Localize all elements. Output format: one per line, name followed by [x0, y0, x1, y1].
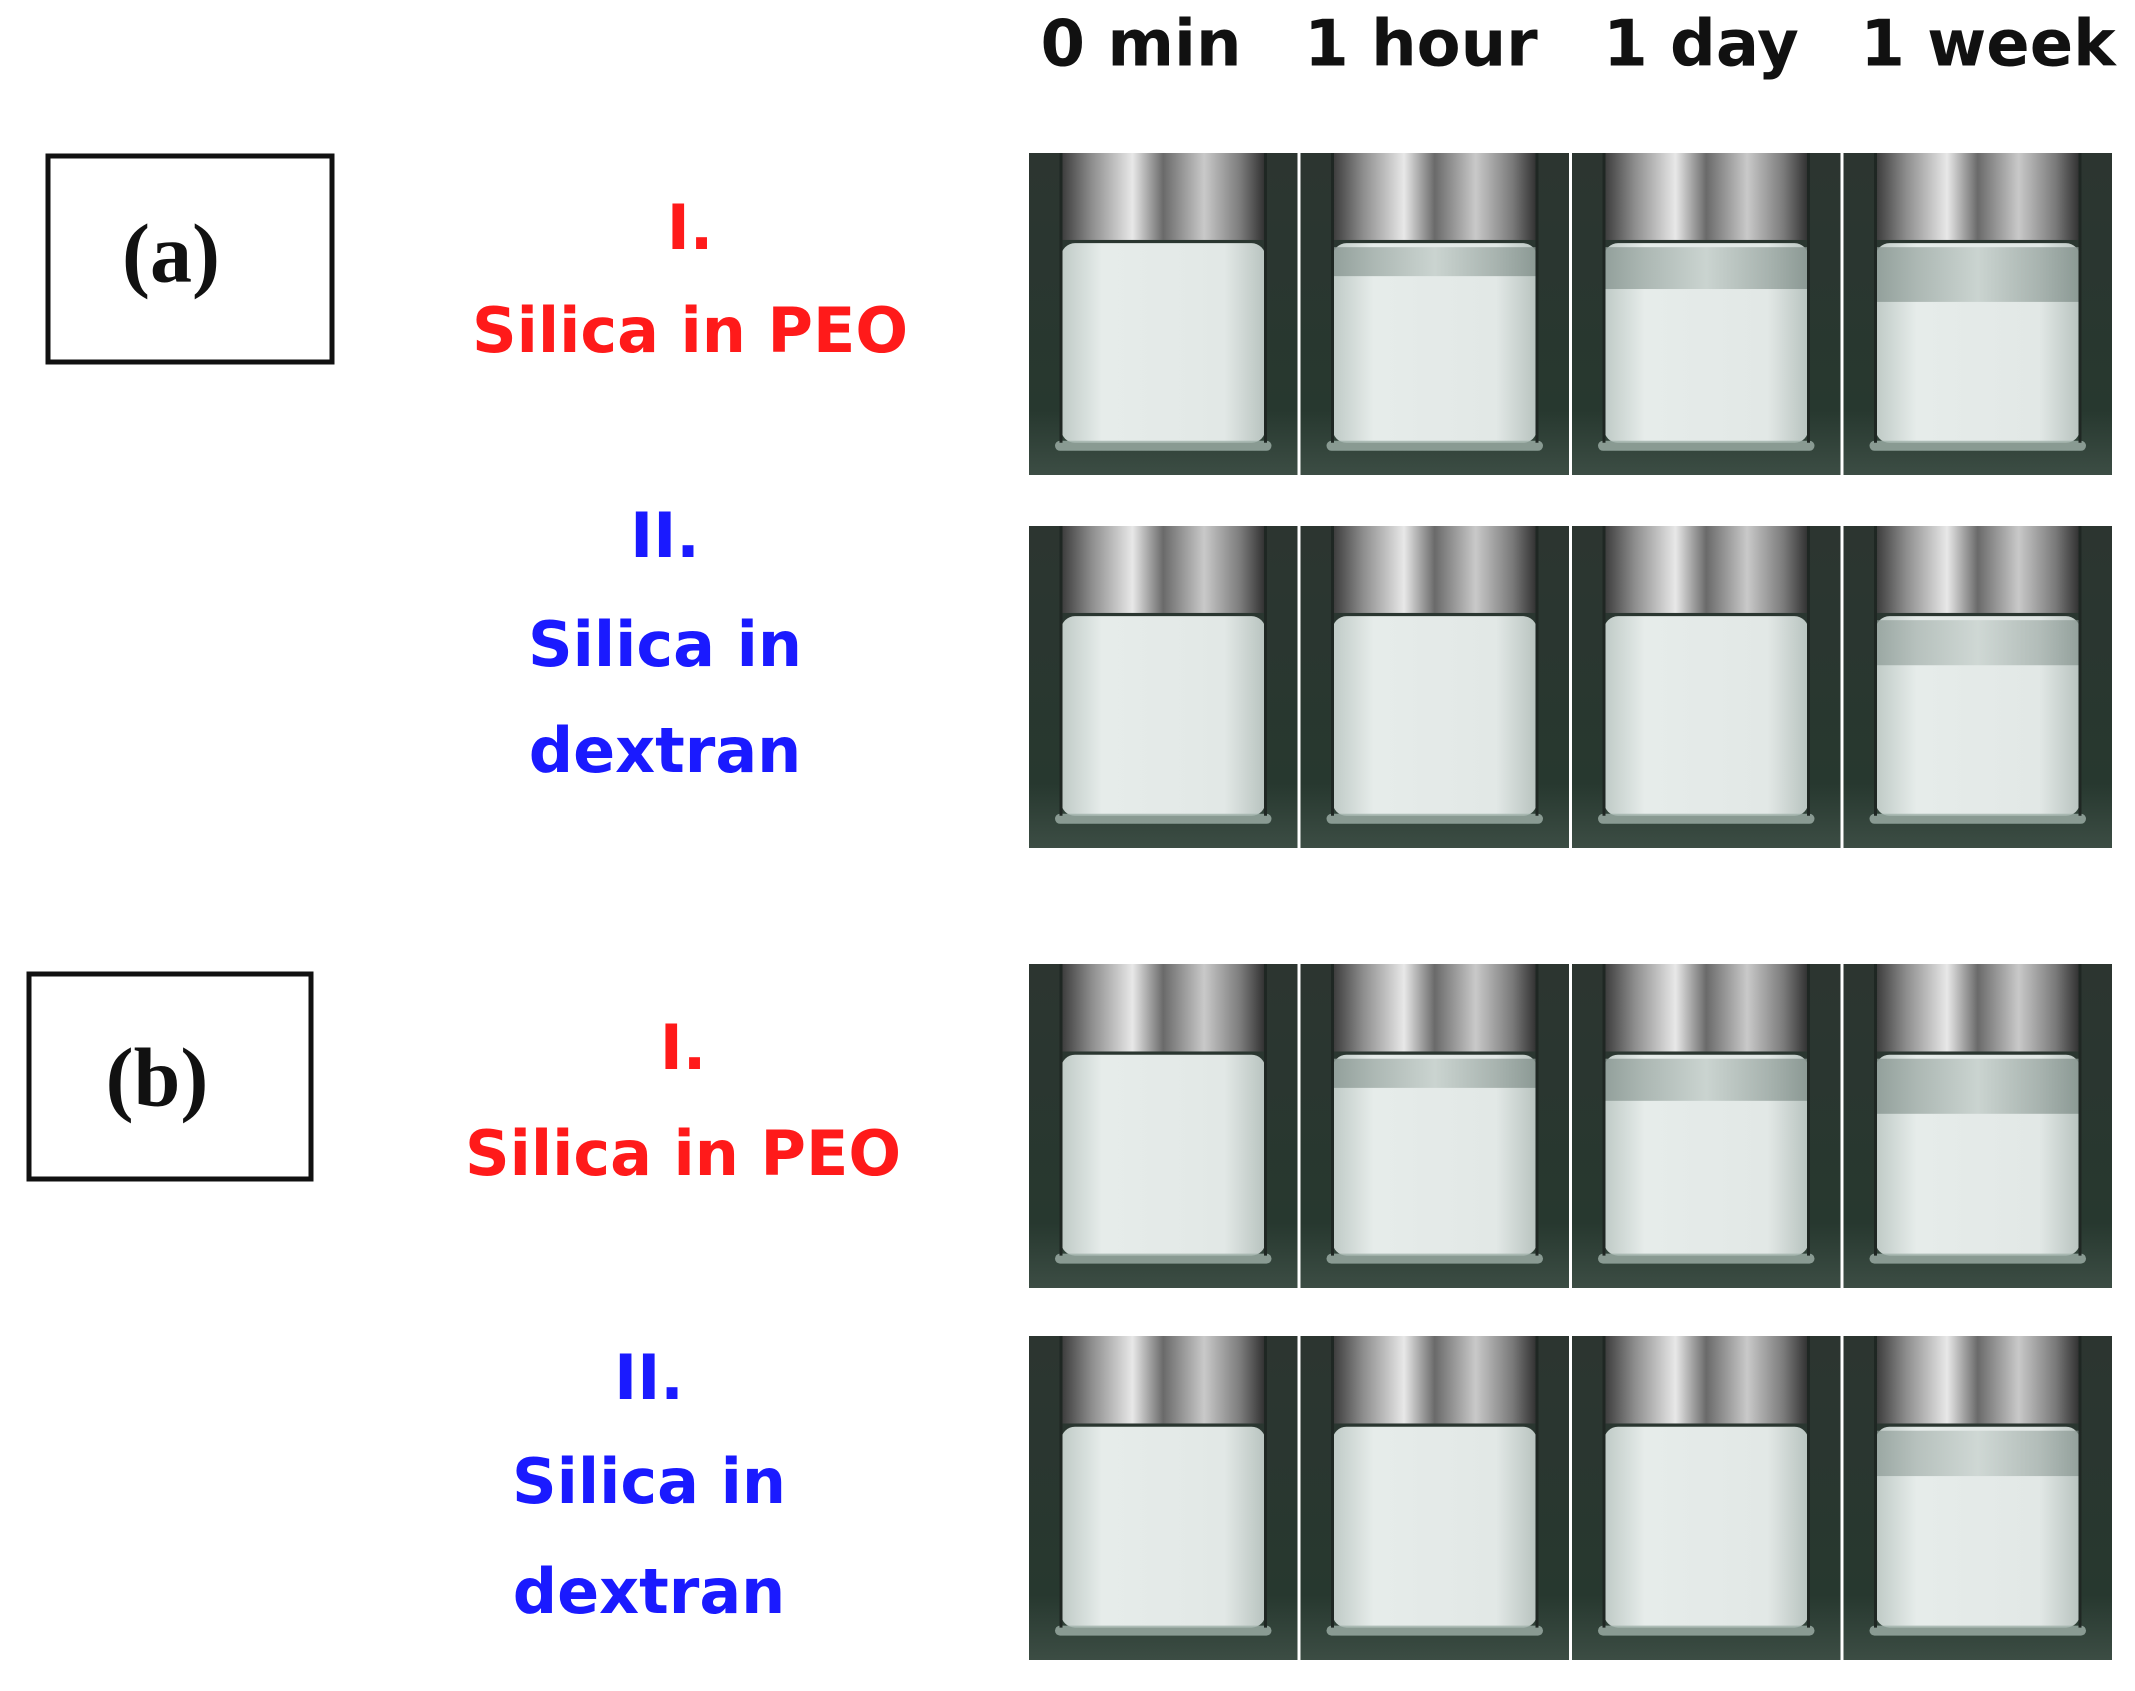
row-label: Silica in	[528, 608, 802, 681]
vial-base	[1055, 1253, 1272, 1264]
vial-liquid	[1332, 1054, 1537, 1256]
clear-layer	[1604, 247, 1809, 290]
vial-liquid	[1604, 243, 1809, 443]
vial-base	[1869, 1253, 2086, 1264]
vial-base	[1055, 1625, 1272, 1636]
row-label: Silica in PEO	[472, 294, 908, 367]
row-numeral: I.	[660, 1011, 707, 1084]
vial-cap	[1061, 153, 1266, 240]
clear-layer	[1604, 1058, 1809, 1101]
vial-cap	[1332, 153, 1537, 240]
vial-base	[1869, 440, 2086, 451]
vial-liquid	[1332, 243, 1537, 443]
panel-box	[45, 153, 335, 365]
vial-liquid	[1061, 1426, 1266, 1628]
vial-photos	[1029, 153, 2112, 1660]
column-header: 0 min	[1041, 8, 1242, 82]
row-label: dextran	[513, 1555, 786, 1628]
vial-liquid	[1061, 616, 1266, 816]
vial-base	[1055, 440, 1272, 451]
clear-layer	[1875, 1058, 2080, 1114]
vial-base	[1598, 1253, 1815, 1264]
vial-cap	[1604, 526, 1809, 613]
vial-base	[1869, 1625, 2086, 1636]
vial-cap	[1875, 526, 2080, 613]
vial-liquid	[1604, 616, 1809, 816]
vial-liquid	[1604, 1054, 1809, 1256]
vial-base	[1598, 440, 1815, 451]
clear-layer	[1875, 620, 2080, 666]
column-header: 1 week	[1860, 8, 2117, 82]
vial-cap	[1061, 964, 1266, 1052]
vial-liquid	[1875, 616, 2080, 816]
vial-base	[1598, 1625, 1815, 1636]
vial-liquid	[1604, 1426, 1809, 1628]
vial-liquid	[1332, 616, 1537, 816]
vial-cap	[1604, 1336, 1809, 1424]
clear-layer	[1875, 247, 2080, 302]
row-label: dextran	[529, 714, 802, 787]
vial-base	[1055, 813, 1272, 824]
vial-base	[1326, 440, 1543, 451]
vial-base	[1598, 813, 1815, 824]
vial-liquid	[1332, 1426, 1537, 1628]
vial-base	[1326, 813, 1543, 824]
row-label: Silica in PEO	[465, 1117, 901, 1190]
vial-base	[1869, 813, 2086, 824]
vial-cap	[1604, 153, 1809, 240]
vial-cap	[1875, 153, 2080, 240]
clear-layer	[1332, 1058, 1537, 1088]
vial-cap	[1604, 964, 1809, 1052]
panel-label: (b)	[106, 1031, 209, 1124]
panel-box	[26, 971, 314, 1182]
vial-base	[1326, 1253, 1543, 1264]
panel-label: (a)	[122, 207, 220, 300]
vial-cap	[1061, 526, 1266, 613]
row-numeral: II.	[614, 1341, 684, 1414]
vial-cap	[1332, 526, 1537, 613]
vial-base	[1326, 1625, 1543, 1636]
row-numeral: I.	[667, 191, 714, 264]
column-header: 1 hour	[1304, 8, 1538, 82]
vial-cap	[1332, 964, 1537, 1052]
clear-layer	[1332, 247, 1537, 277]
vial-liquid	[1875, 1426, 2080, 1628]
vial-cap	[1875, 964, 2080, 1052]
row-numeral: II.	[630, 499, 700, 572]
row-label: Silica in	[512, 1445, 786, 1518]
vial-cap	[1875, 1336, 2080, 1424]
vial-cap	[1332, 1336, 1537, 1424]
clear-layer	[1875, 1430, 2080, 1477]
column-header: 1 day	[1603, 8, 1799, 82]
vial-liquid	[1061, 1054, 1266, 1256]
vial-cap	[1061, 1336, 1266, 1424]
vial-liquid	[1061, 243, 1266, 443]
